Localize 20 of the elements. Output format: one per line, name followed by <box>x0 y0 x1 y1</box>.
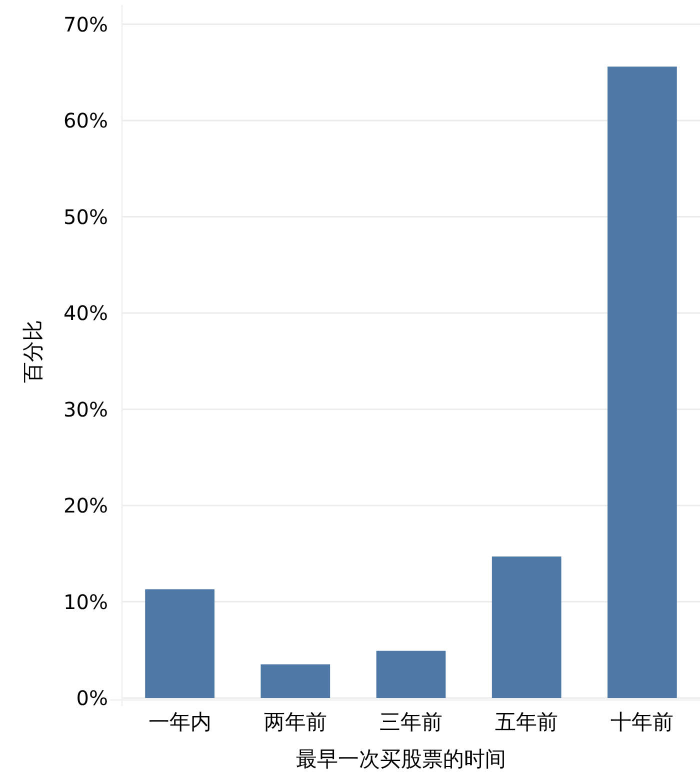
y-axis-title: 百分比 <box>21 320 45 383</box>
bar <box>492 556 562 698</box>
x-axis-title: 最早一次买股票的时间 <box>296 747 506 771</box>
y-tick-label: 30% <box>64 397 108 422</box>
x-tick-label: 两年前 <box>264 710 327 734</box>
y-tick-label: 70% <box>64 12 108 36</box>
bar <box>260 664 330 698</box>
x-tick-label: 五年前 <box>495 710 558 734</box>
x-tick-label: 十年前 <box>610 710 674 734</box>
x-tick-label: 一年内 <box>148 710 212 734</box>
bar <box>145 589 214 698</box>
y-tick-label: 60% <box>64 108 108 132</box>
y-tick-label: 40% <box>64 301 108 325</box>
bar <box>608 66 677 698</box>
y-tick-label: 10% <box>64 590 108 614</box>
y-tick-label: 50% <box>64 204 108 229</box>
x-tick-label: 三年前 <box>380 710 442 734</box>
y-tick-label: 0% <box>76 686 108 710</box>
y-tick-label: 20% <box>64 494 108 518</box>
bar <box>376 650 446 698</box>
